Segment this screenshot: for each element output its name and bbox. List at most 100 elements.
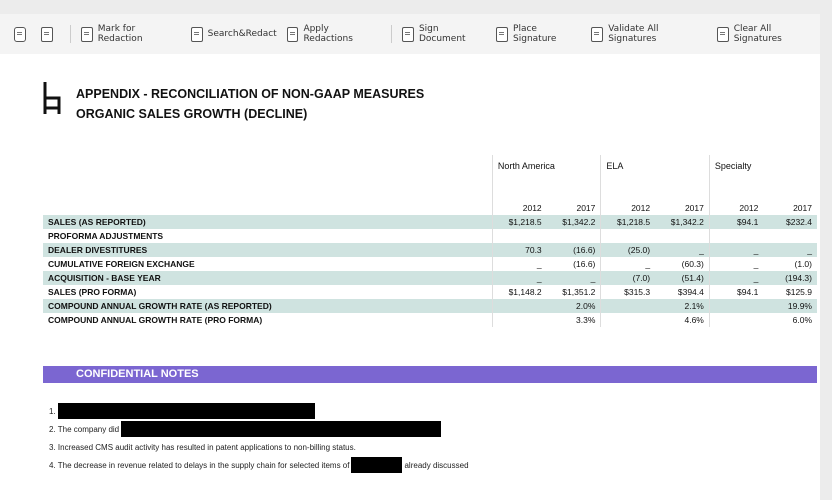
document-lock-button[interactable] <box>41 26 58 42</box>
row-label: CUMULATIVE FOREIGN EXCHANGE <box>48 259 195 269</box>
note-item: 4. The decrease in revenue related to de… <box>49 457 469 473</box>
cell-value: $1,342.2 <box>546 215 601 229</box>
cell-value: _ <box>655 243 710 257</box>
note-text: 1. <box>49 406 56 416</box>
table-row: PROFORMA ADJUSTMENTS <box>43 229 817 243</box>
document-page: APPENDIX - RECONCILIATION OF NON-GAAP ME… <box>0 54 820 500</box>
cell-value: $1,218.5 <box>491 215 547 229</box>
cell-value: 2.0% <box>546 299 601 313</box>
cell-value: 19.9% <box>763 299 817 313</box>
cell-value: _ <box>491 257 547 271</box>
cell-value: _ <box>763 243 817 257</box>
group-header: Specialty <box>708 155 817 201</box>
reconciliation-table: North America ELA Specialty 2012 2017 2012 201… <box>43 155 817 327</box>
group-header: ELA <box>600 155 710 201</box>
year-header: 2017 <box>576 203 596 213</box>
cell-value <box>708 299 764 313</box>
table-row: COMPOUND ANNUAL GROWTH RATE (PRO FORMA) 3… <box>43 313 817 327</box>
cell-value: $94.1 <box>708 285 764 299</box>
button-label: Place Signature <box>513 24 557 44</box>
cell-value: (25.0) <box>600 243 656 257</box>
place-signature-icon <box>496 26 509 42</box>
cell-value: 6.0% <box>792 315 812 325</box>
year-header: 2012 <box>600 201 656 215</box>
year-header: 2012 <box>491 201 547 215</box>
title-line-2: ORGANIC SALES GROWTH (DECLINE) <box>76 107 308 121</box>
notes-header: CONFIDENTIAL NOTES <box>43 366 817 383</box>
redaction-box[interactable] <box>351 457 403 473</box>
table-row: SALES (AS REPORTED) $1,218.5 $1,342.2 $1,21… <box>43 215 817 229</box>
company-logo <box>43 82 61 114</box>
row-label: DEALER DIVESTITURES <box>43 243 493 257</box>
search-redact-icon <box>190 26 203 42</box>
cell-value: $394.4 <box>677 287 704 297</box>
note-item: 1. <box>49 403 317 419</box>
cell-value <box>763 229 817 243</box>
cell-value: 2.1% <box>655 299 710 313</box>
year-header: 2017 <box>684 203 704 213</box>
button-label: Clear All Signatures <box>733 24 782 44</box>
button-label: Apply Redactions <box>303 24 353 44</box>
year-row: 2012 2017 2012 2017 2012 2017 <box>43 201 817 215</box>
table-row: SALES (PRO FORMA) $1,148.2 $1,351.2 $315.3 $… <box>43 285 817 299</box>
cell-value: 4.6% <box>684 315 704 325</box>
cell-value: (60.3) <box>681 259 704 269</box>
cell-value <box>708 313 764 327</box>
document-title: APPENDIX - RECONCILIATION OF NON-GAAP ME… <box>76 84 424 124</box>
place-signature-button[interactable]: Place Signature <box>496 24 581 44</box>
lock-button[interactable] <box>14 26 31 42</box>
redaction-box[interactable] <box>57 403 315 419</box>
cell-value <box>708 229 764 243</box>
clear-all-signatures-button[interactable]: Clear All Signatures <box>716 24 820 44</box>
cell-value: _ <box>491 271 547 285</box>
table-row: COMPOUND ANNUAL GROWTH RATE (AS REPORTED… <box>43 299 817 313</box>
validate-signatures-icon <box>591 26 604 42</box>
table-row: DEALER DIVESTITURES 70.3 (16.6) (25.0) _ _ _ <box>43 243 817 257</box>
cell-value: $125.9 <box>786 287 812 297</box>
row-label: SALES (PRO FORMA) <box>48 287 137 297</box>
cell-value: 70.3 <box>491 243 547 257</box>
cell-value: (16.6) <box>546 243 601 257</box>
row-label: PROFORMA ADJUSTMENTS <box>48 231 164 241</box>
group-header-row: North America ELA Specialty <box>43 155 817 201</box>
search-redact-button[interactable]: Search&Redact <box>190 26 277 42</box>
row-label: ACQUISITION - BASE YEAR <box>43 271 493 285</box>
cell-value: (16.6) <box>573 259 596 269</box>
note-item: 2. The company did <box>49 421 443 437</box>
toolbar-divider <box>70 25 71 43</box>
cell-value: $94.1 <box>708 215 764 229</box>
cell-value: (194.3) <box>763 271 817 285</box>
validate-all-signatures-button[interactable]: Validate All Signatures <box>591 24 706 44</box>
cell-value: $1,342.2 <box>655 215 710 229</box>
button-label: Search&Redact <box>207 29 277 39</box>
cell-value: (7.0) <box>600 271 656 285</box>
cell-value: (51.4) <box>655 271 710 285</box>
note-text: 3. Increased CMS audit activity has resu… <box>49 442 356 452</box>
mark-for-redaction-button[interactable]: Mark for Redaction <box>80 24 181 44</box>
redaction-box[interactable] <box>121 421 442 437</box>
year-header: 2012 <box>708 201 764 215</box>
cell-value: _ <box>708 243 764 257</box>
cell-value: _ <box>708 271 764 285</box>
sign-document-button[interactable]: Sign Document <box>402 24 486 44</box>
cell-value <box>655 229 709 243</box>
clear-signatures-icon <box>716 26 729 42</box>
sign-document-icon <box>402 26 414 42</box>
cell-value: _ <box>546 271 601 285</box>
row-label: COMPOUND ANNUAL GROWTH RATE (PRO FORMA) <box>48 315 263 325</box>
cell-value <box>491 229 547 243</box>
button-label: Validate All Signatures <box>608 24 659 44</box>
note-text: 4. The decrease in revenue related to de… <box>49 460 350 470</box>
cell-value: 3.3% <box>576 315 596 325</box>
table-row: CUMULATIVE FOREIGN EXCHANGE _ (16.6) _ (60.3… <box>43 257 817 271</box>
cell-value <box>600 229 656 243</box>
title-line-1: APPENDIX - RECONCILIATION OF NON-GAAP ME… <box>76 87 425 101</box>
mark-redaction-icon <box>80 26 93 42</box>
button-label: Mark for Redaction <box>97 24 143 44</box>
cell-value: $315.3 <box>600 285 656 299</box>
group-header: North America <box>491 155 601 201</box>
apply-redactions-button[interactable]: Apply Redactions <box>286 24 380 44</box>
note-text: already discussed <box>404 460 469 470</box>
toolbar: Mark for Redaction Search&Redact Apply R… <box>0 14 820 54</box>
document-lock-icon <box>41 26 53 42</box>
